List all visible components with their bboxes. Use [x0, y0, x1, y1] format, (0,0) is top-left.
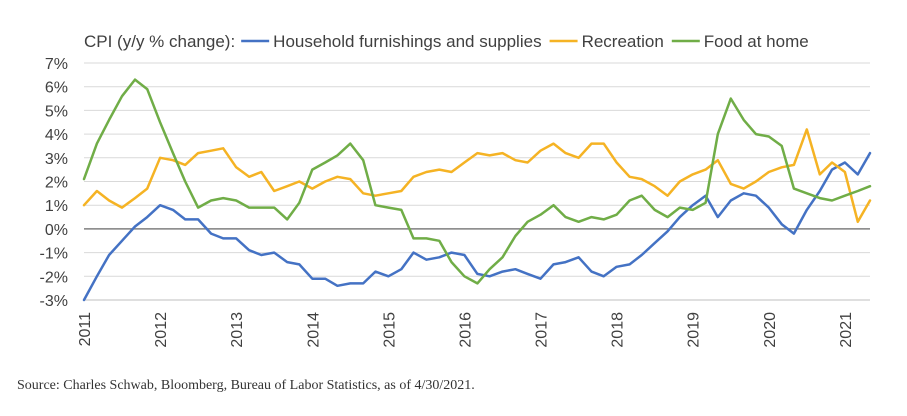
x-tick-label: 2016	[457, 312, 474, 348]
x-tick-label: 2017	[534, 312, 551, 348]
x-tick-label: 2015	[381, 312, 398, 348]
y-tick-label: -3%	[40, 293, 68, 310]
series-lines	[82, 78, 872, 302]
cpi-line-chart: CPI (y/y % change): Household furnishings…	[40, 32, 872, 348]
x-tick-label: 2018	[610, 312, 627, 348]
y-gridlines	[84, 62, 870, 301]
y-tick-label: 4%	[45, 127, 68, 144]
y-tick-label: 0%	[45, 222, 68, 239]
y-tick-label: 3%	[45, 151, 68, 168]
series-line-food-at-home	[82, 78, 872, 285]
legend-label: Recreation	[582, 32, 664, 51]
y-tick-label: 2%	[45, 175, 68, 192]
legend-label: Household furnishings and supplies	[273, 32, 541, 51]
x-tick-label: 2019	[686, 312, 703, 348]
y-tick-label: -1%	[40, 246, 68, 263]
x-tick-label: 2012	[153, 312, 170, 348]
x-tick-label: 2020	[762, 312, 779, 348]
y-tick-label: 6%	[45, 80, 68, 97]
series-line-recreation	[82, 128, 872, 224]
x-tick-label: 2014	[305, 312, 322, 348]
series-line-household-furnishings-and-supplies	[82, 151, 872, 302]
y-tick-label: -2%	[40, 269, 68, 286]
x-axis-tick-labels: 2011 2012 2013 2014 2015 2016 2017 2018 2019 2020…	[77, 312, 855, 348]
y-axis-tick-labels: -3% -2% -1% 0% 1% 2% 3% 4% 5% 6% 7%	[40, 56, 68, 310]
source-note: Source: Charles Schwab, Bloomberg, Burea…	[17, 378, 475, 393]
y-tick-label: 5%	[45, 103, 68, 120]
y-tick-label: 7%	[45, 56, 68, 73]
x-tick-label: 2011	[77, 312, 94, 347]
legend-label: Food at home	[704, 32, 809, 51]
x-tick-label: 2021	[838, 312, 855, 348]
chart-legend: CPI (y/y % change): Household furnishings…	[84, 32, 809, 51]
y-tick-label: 1%	[45, 198, 68, 215]
chart-title: CPI (y/y % change):	[84, 32, 235, 51]
x-tick-label: 2013	[229, 312, 246, 348]
